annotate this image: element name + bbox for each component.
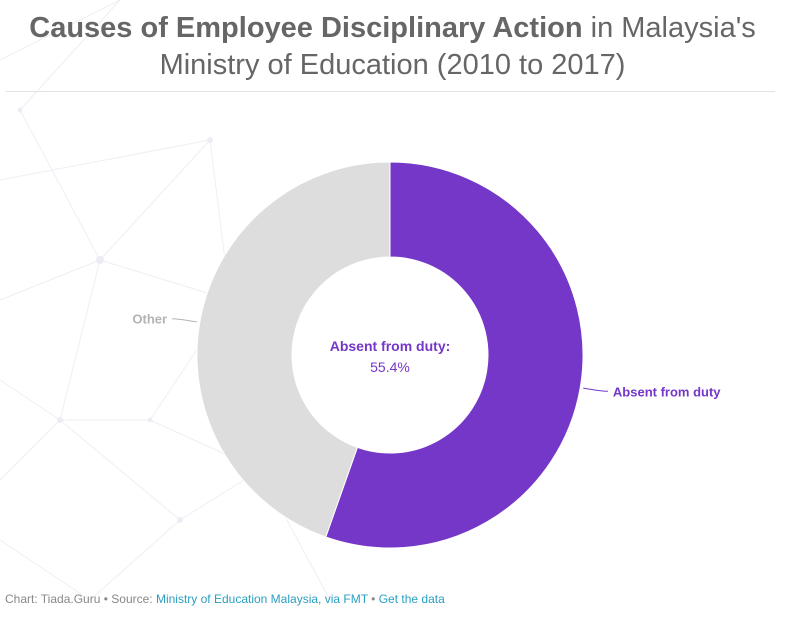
slice-label-absent-from-duty: Absent from duty xyxy=(613,384,721,399)
source-link[interactable]: Ministry of Education Malaysia, via FMT xyxy=(155,592,368,606)
source-prefix: Source: xyxy=(111,592,156,606)
get-the-data-link[interactable]: Get the data xyxy=(378,592,445,606)
center-value: 55.4% xyxy=(370,359,410,375)
footer-separator-2: • xyxy=(367,592,379,606)
chart-title-bold: Causes of Employee Disciplinary Action xyxy=(29,12,583,44)
slice-other[interactable] xyxy=(196,161,391,538)
footer-separator-1: • xyxy=(100,592,112,606)
title-divider xyxy=(6,91,775,92)
slice-absent-from-duty[interactable] xyxy=(325,161,584,549)
leader-line-other xyxy=(172,318,197,323)
center-label: Absent from duty: xyxy=(330,338,451,354)
chart-credit: Chart: Tiada.Guru xyxy=(5,592,101,606)
slice-label-other: Other xyxy=(132,312,167,327)
chart-title-line2: Ministry of Education (2010 to 2017) xyxy=(159,49,626,81)
chart-title: Causes of Employee Disciplinary Action i… xyxy=(0,10,785,84)
chart-footer: Chart: Tiada.Guru • Source: Ministry of … xyxy=(5,592,445,606)
leader-line-absent-from-duty xyxy=(583,387,608,392)
chart-title-rest: in Malaysia's xyxy=(582,12,756,44)
